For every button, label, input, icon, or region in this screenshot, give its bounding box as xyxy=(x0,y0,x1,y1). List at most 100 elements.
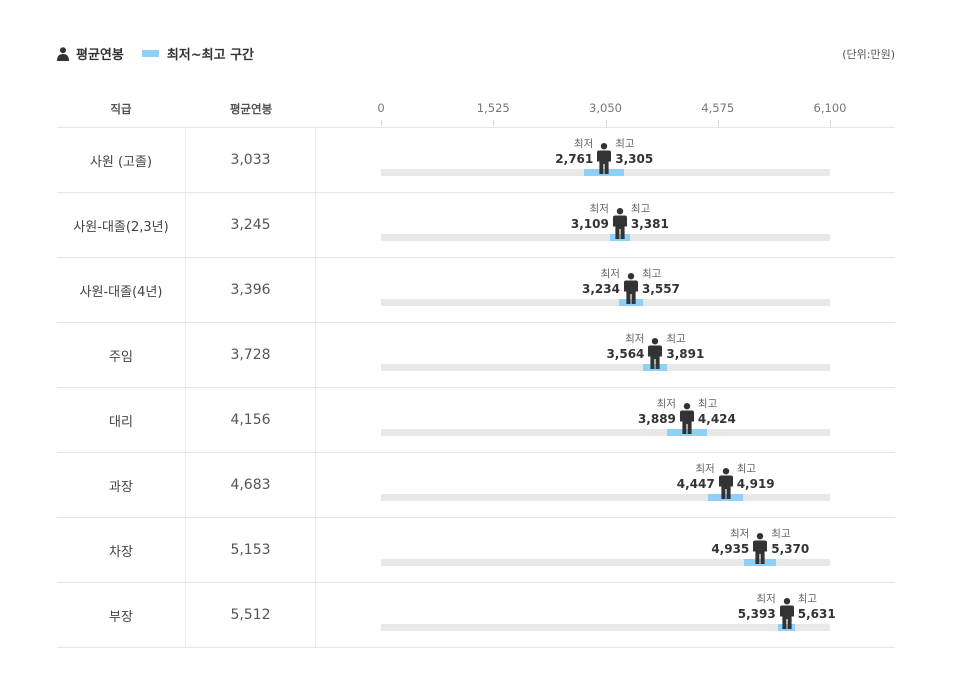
grade-cell: 대리 xyxy=(57,388,186,452)
min-max-band xyxy=(777,624,796,631)
max-value: 3,557 xyxy=(641,282,680,296)
grade-cell: 사원-대졸(2,3년) xyxy=(57,193,186,257)
max-value: 5,631 xyxy=(797,607,836,621)
x-tick-mark xyxy=(830,120,831,126)
range-track xyxy=(381,429,830,436)
max-caption: 최고 xyxy=(641,268,662,280)
x-tick-label: 1,525 xyxy=(476,101,510,115)
min-caption: 최저 xyxy=(600,268,620,280)
table-row: 사원-대졸(2,3년) 3,245 최저 3,109 최고 3,381 xyxy=(57,193,895,258)
min-max-band xyxy=(643,364,668,371)
min-max-band xyxy=(708,494,744,501)
max-value: 3,381 xyxy=(630,217,669,231)
avg-salary-marker xyxy=(597,143,612,174)
avg-salary-cell: 5,153 xyxy=(186,518,316,582)
max-caption: 최고 xyxy=(697,398,718,410)
max-caption: 최고 xyxy=(771,528,791,540)
min-value: 3,109 xyxy=(570,217,609,231)
range-track xyxy=(381,494,830,501)
x-tick-label: 0 xyxy=(377,101,385,115)
range-track xyxy=(381,299,830,306)
max-caption: 최고 xyxy=(615,138,635,150)
x-tick-label: 4,575 xyxy=(701,101,735,115)
min-value-label: 최저 3,234 xyxy=(582,268,620,295)
min-value-label: 최저 4,447 xyxy=(677,463,715,490)
min-value-label: 최저 2,761 xyxy=(555,138,593,165)
table-row: 주임 3,728 최저 3,564 최고 3,891 xyxy=(57,323,895,388)
min-value-label: 최저 3,889 xyxy=(638,398,676,425)
min-value: 4,935 xyxy=(711,542,750,556)
max-caption: 최고 xyxy=(630,203,651,215)
header-grade: 직급 xyxy=(110,102,132,116)
table-row: 부장 5,512 최저 5,393 최고 5,631 xyxy=(57,583,895,648)
unit-label: (단위:만원) xyxy=(842,48,895,61)
avg-salary-marker xyxy=(718,468,733,499)
avg-salary-marker xyxy=(779,598,794,629)
min-caption: 최저 xyxy=(625,333,645,345)
max-value-label: 최고 5,370 xyxy=(771,528,809,555)
x-tick-mark xyxy=(605,120,607,126)
min-value-label: 최저 3,109 xyxy=(571,203,609,230)
min-value: 3,889 xyxy=(637,412,676,426)
grade-cell: 차장 xyxy=(57,518,186,582)
x-tick-mark xyxy=(717,120,719,126)
avg-salary-cell: 4,156 xyxy=(186,388,316,452)
x-tick-mark xyxy=(381,120,382,126)
min-caption: 최저 xyxy=(756,593,776,605)
min-max-band xyxy=(584,169,625,176)
min-value: 2,761 xyxy=(555,152,594,166)
table-header: 직급 평균연봉 0 1,525 3,050 4,575 6,100 xyxy=(57,96,895,128)
min-value: 3,234 xyxy=(582,282,620,296)
range-track xyxy=(381,624,830,631)
avg-salary-marker xyxy=(753,533,768,564)
table-row: 차장 5,153 최저 4,935 최고 5,370 xyxy=(57,518,895,583)
legend: 평균연봉 최저~최고 구간 xyxy=(57,44,254,63)
legend-range-label: 최저~최고 구간 xyxy=(166,48,255,63)
min-value: 5,393 xyxy=(737,607,776,621)
avg-salary-marker xyxy=(612,208,627,239)
min-caption: 최저 xyxy=(656,398,676,410)
x-tick-mark xyxy=(493,120,495,126)
range-track xyxy=(381,559,830,566)
min-value: 3,564 xyxy=(606,347,645,361)
max-value: 4,424 xyxy=(697,412,736,426)
person-icon xyxy=(57,46,69,61)
max-value-label: 최고 4,424 xyxy=(698,398,736,425)
avg-salary-cell: 3,396 xyxy=(186,258,316,322)
grade-cell: 사원 (고졸) xyxy=(57,128,186,192)
grade-cell: 과장 xyxy=(57,453,186,517)
max-value: 4,919 xyxy=(736,477,775,491)
avg-salary-cell: 3,245 xyxy=(186,193,316,257)
x-tick-label: 6,100 xyxy=(813,101,847,115)
max-caption: 최고 xyxy=(797,593,818,605)
header-avg: 평균연봉 xyxy=(229,102,273,116)
x-tick-label: 3,050 xyxy=(589,101,622,115)
table-row: 대리 4,156 최저 3,889 최고 4,424 xyxy=(57,388,895,453)
max-value-label: 최고 3,381 xyxy=(631,203,669,230)
avg-salary-cell: 5,512 xyxy=(186,583,316,647)
avg-salary-marker xyxy=(679,403,694,434)
table-row: 사원-대졸(4년) 3,396 최저 3,234 최고 3,557 xyxy=(57,258,895,323)
avg-salary-cell: 3,728 xyxy=(186,323,316,387)
min-caption: 최저 xyxy=(729,528,750,540)
grade-cell: 부장 xyxy=(57,583,186,647)
min-max-band xyxy=(667,429,707,436)
avg-salary-cell: 3,033 xyxy=(186,128,316,192)
min-max-band xyxy=(744,559,777,566)
min-value-label: 최저 4,935 xyxy=(711,528,749,555)
min-caption: 최저 xyxy=(573,138,594,150)
min-value: 4,447 xyxy=(676,477,715,491)
max-value-label: 최고 3,891 xyxy=(666,333,704,360)
avg-salary-marker xyxy=(623,273,638,304)
min-max-band xyxy=(609,234,630,241)
avg-salary-cell: 4,683 xyxy=(186,453,316,517)
max-value-label: 최고 5,631 xyxy=(798,593,836,620)
min-value-label: 최저 5,393 xyxy=(738,593,776,620)
min-max-band xyxy=(619,299,643,306)
max-value: 3,891 xyxy=(666,347,705,361)
legend-avg-label: 평균연봉 xyxy=(76,48,124,63)
grade-cell: 주임 xyxy=(57,323,186,387)
max-value-label: 최고 3,557 xyxy=(642,268,680,295)
table-row: 사원 (고졸) 3,033 최저 2,761 최고 3,305 xyxy=(57,128,895,193)
range-track xyxy=(381,234,830,241)
